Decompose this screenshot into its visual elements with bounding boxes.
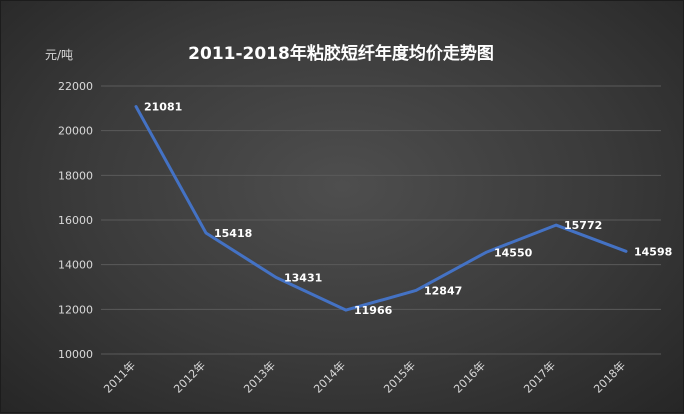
x-tick-label: 2018年 xyxy=(591,358,628,395)
y-tick-label: 18000 xyxy=(58,169,93,182)
y-tick-label: 20000 xyxy=(58,125,93,138)
y-tick-label: 12000 xyxy=(58,303,93,316)
x-tick-label: 2012年 xyxy=(171,358,208,395)
y-tick-label: 22000 xyxy=(58,80,93,93)
x-tick-label: 2014年 xyxy=(311,358,348,395)
data-label: 12847 xyxy=(424,284,462,297)
x-tick-label: 2016年 xyxy=(451,358,488,395)
x-tick-label: 2015年 xyxy=(381,358,418,395)
y-axis-ticks: 10000 12000 14000 16000 18000 20000 22000 xyxy=(58,80,93,361)
y-tick-label: 10000 xyxy=(58,348,93,361)
chart-title: 2011-2018年粘胶短纤年度均价走势图 xyxy=(188,43,494,64)
data-labels: 21081 15418 13431 11966 12847 14550 15772 14598 xyxy=(144,101,672,318)
data-label: 14550 xyxy=(494,246,533,259)
x-axis-ticks: 2011年 2012年 2013年 2014年 2015年 2016年 2017年 2018年 xyxy=(101,358,628,395)
x-tick-label: 2013年 xyxy=(241,358,278,395)
data-label: 15418 xyxy=(214,227,252,240)
data-label: 21081 xyxy=(144,101,182,114)
data-label: 11966 xyxy=(354,304,393,317)
x-tick-label: 2011年 xyxy=(101,358,138,395)
x-tick-label: 2017年 xyxy=(521,358,558,395)
data-label: 14598 xyxy=(634,245,672,258)
y-tick-label: 16000 xyxy=(58,214,93,227)
data-label: 15772 xyxy=(564,219,602,232)
y-tick-label: 14000 xyxy=(58,259,93,272)
gridlines xyxy=(101,85,661,355)
series-line xyxy=(134,105,628,312)
y-axis-unit-label: 元/吨 xyxy=(45,48,73,62)
data-label: 13431 xyxy=(284,271,322,284)
